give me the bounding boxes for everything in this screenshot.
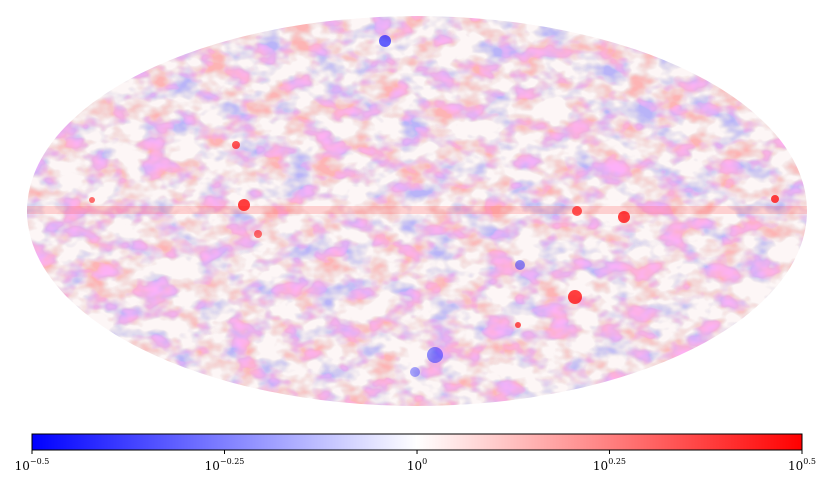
colorbar-tick-label: 10−0.5 bbox=[15, 457, 50, 473]
colorbar-tick-label: 100.25 bbox=[593, 457, 626, 473]
colorbar-tick-label: 10−0.25 bbox=[205, 457, 245, 473]
tick-base: 10 bbox=[788, 459, 803, 473]
tick-exponent: 0.25 bbox=[608, 457, 626, 466]
tick-base: 10 bbox=[205, 459, 220, 473]
hotspots bbox=[89, 141, 779, 328]
tick-exponent: −0.25 bbox=[220, 457, 245, 466]
galactic-plane bbox=[27, 206, 807, 214]
tick-base: 10 bbox=[593, 459, 608, 473]
map-texture bbox=[27, 16, 807, 406]
colorbar-tick-label: 100 bbox=[407, 457, 427, 473]
colorbar: 10−0.5 10−0.25 100 100.25 100.5 bbox=[15, 433, 816, 473]
colorbar-tick-label: 100.5 bbox=[788, 457, 816, 473]
tick-base: 10 bbox=[15, 459, 30, 473]
tick-exponent: −0.5 bbox=[30, 457, 49, 466]
tick-exponent: 0 bbox=[422, 457, 427, 466]
tick-exponent: 0.5 bbox=[803, 457, 816, 466]
sky-map bbox=[27, 16, 807, 406]
tick-base: 10 bbox=[407, 459, 422, 473]
coldspots bbox=[379, 35, 525, 377]
colorbar-fill bbox=[31, 433, 803, 451]
